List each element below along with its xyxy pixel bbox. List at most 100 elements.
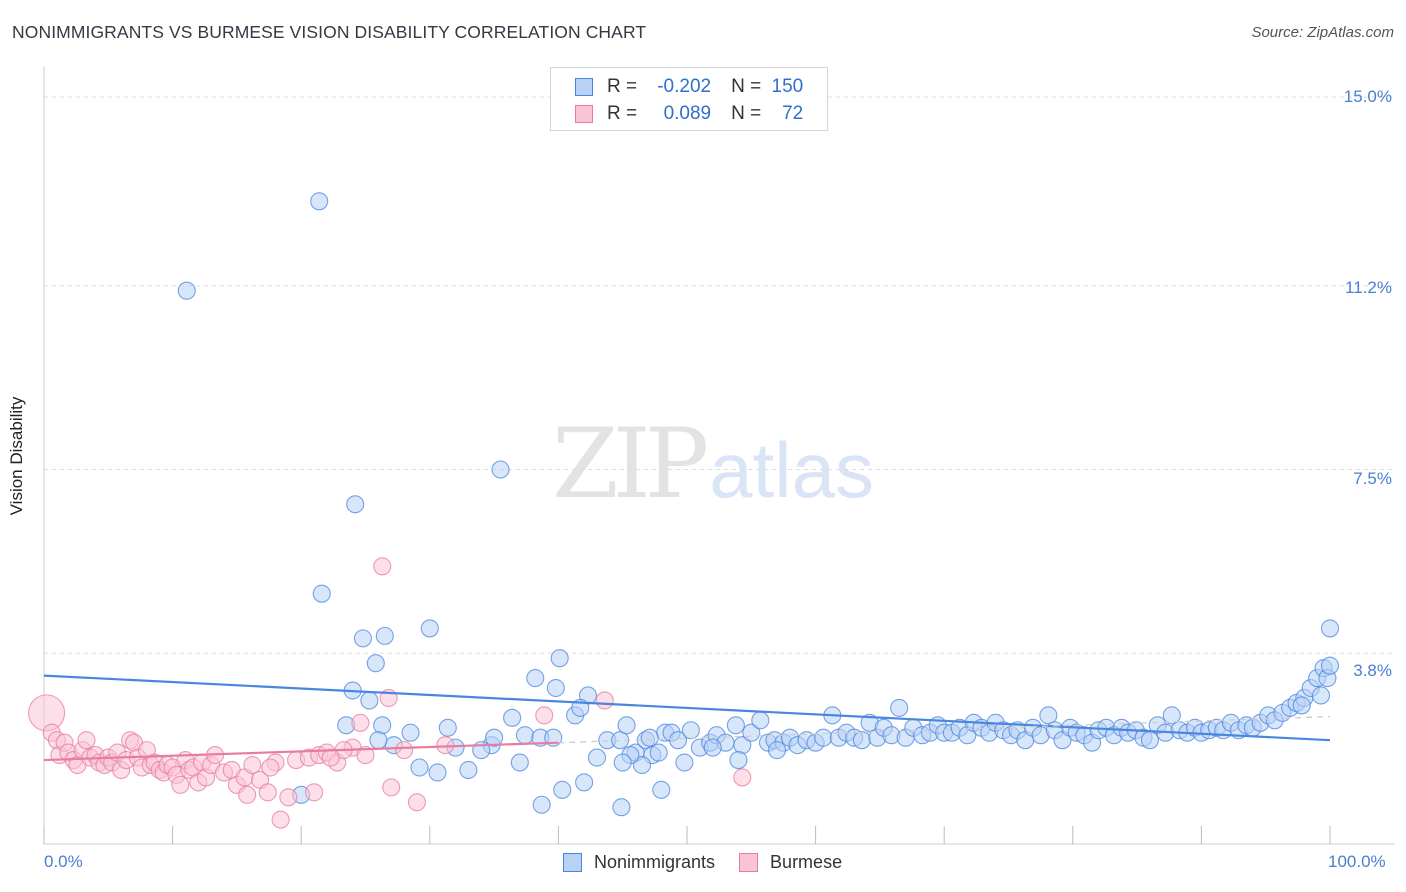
legend-n-value: 150 [771, 76, 804, 97]
data-point [612, 798, 631, 817]
data-point [310, 192, 329, 211]
y-tick-label: 11.2% [1345, 278, 1392, 297]
data-point [1311, 686, 1331, 705]
data-point [550, 649, 569, 668]
x-tick-label: 100.0% [1328, 852, 1386, 871]
data-point [553, 780, 572, 799]
data-point [632, 755, 652, 775]
data-point [375, 626, 394, 645]
data-point [742, 723, 761, 742]
data-point [617, 716, 636, 735]
data-point [271, 810, 290, 829]
data-point [1039, 706, 1058, 725]
data-point [243, 755, 262, 775]
legend-r-label: R = [607, 103, 638, 124]
data-point [373, 557, 392, 576]
data-point [613, 753, 632, 772]
data-point [353, 629, 372, 648]
data-point [491, 460, 510, 479]
data-point [852, 731, 871, 750]
chart-source: Source: ZipAtlas.com [1251, 24, 1394, 41]
legend-r-value: -0.202 [657, 76, 712, 97]
data-point [649, 743, 668, 762]
data-point [407, 793, 426, 812]
data-point [366, 654, 385, 673]
data-point [1292, 696, 1311, 715]
data-point [258, 783, 277, 802]
x-tick-label: 0.0% [44, 852, 83, 871]
data-point [177, 281, 196, 300]
data-point [305, 783, 324, 802]
y-tick-label: 15.0% [1343, 87, 1392, 106]
data-point [77, 731, 96, 750]
data-point [726, 716, 745, 735]
data-point [681, 721, 700, 740]
legend-swatch-blue [575, 78, 593, 96]
data-point [369, 731, 388, 750]
legend-swatch-pink [575, 105, 593, 123]
chart-title: NONIMMIGRANTS VS BURMESE VISION DISABILI… [12, 22, 647, 42]
data-point [420, 619, 439, 638]
data-point [515, 726, 535, 745]
data-point [503, 708, 522, 727]
data-point [382, 778, 401, 797]
data-point [436, 736, 455, 755]
data-point [346, 495, 365, 514]
data-point [535, 706, 554, 725]
data-point [668, 731, 688, 750]
legend-item-nonimmigrants[interactable]: Nonimmigrants [563, 852, 715, 873]
data-point [595, 691, 614, 710]
trend-extension-burmese [558, 715, 1331, 744]
data-point [575, 773, 594, 792]
legend-n-value: 72 [782, 103, 804, 124]
data-point [410, 758, 429, 777]
data-point [356, 746, 375, 765]
data-point [312, 584, 331, 603]
data-point [395, 741, 414, 760]
data-point [373, 716, 392, 735]
data-point [428, 763, 447, 782]
legend-label: Burmese [770, 852, 843, 872]
data-point [238, 785, 257, 804]
data-point [640, 728, 659, 747]
data-point [729, 750, 748, 770]
data-point [652, 780, 671, 799]
data-point [401, 723, 420, 742]
data-point [1162, 706, 1181, 725]
data-point [459, 760, 478, 780]
data-point [814, 728, 833, 747]
data-point [1320, 656, 1340, 675]
correlation-legend: R = -0.202 N = 150 R = 0.089 N = 72 [550, 67, 828, 131]
data-point [767, 741, 787, 760]
legend-row-nonimmigrants: R = -0.202 N = 150 [575, 76, 803, 98]
data-point [485, 728, 504, 747]
trend-line-burmese [43, 741, 559, 762]
series-legend: Nonimmigrants Burmese [563, 852, 866, 873]
data-point [733, 768, 752, 787]
legend-item-burmese[interactable]: Burmese [739, 852, 842, 873]
data-point [546, 678, 565, 698]
legend-r-value: 0.089 [663, 103, 712, 124]
data-point [321, 748, 340, 767]
data-point [438, 718, 457, 737]
legend-r-label: R = [607, 76, 638, 97]
data-point [1140, 731, 1160, 750]
legend-n-label: N = [731, 103, 762, 124]
legend-label: Nonimmigrants [594, 852, 716, 872]
data-point [751, 711, 770, 730]
data-point [360, 691, 379, 710]
y-tick-label: 7.5% [1353, 469, 1392, 488]
data-point [1320, 619, 1340, 638]
data-point [510, 753, 529, 772]
legend-n-label: N = [731, 76, 762, 97]
legend-swatch-pink [739, 853, 759, 872]
data-point [526, 669, 545, 688]
data-point [351, 713, 370, 732]
y-axis-label: Vision Disability [7, 396, 26, 516]
data-point [279, 788, 298, 807]
data-point [171, 775, 190, 794]
data-point [261, 758, 280, 777]
data-point [675, 753, 694, 772]
data-point [587, 748, 607, 767]
y-tick-label: 3.8% [1353, 661, 1392, 680]
